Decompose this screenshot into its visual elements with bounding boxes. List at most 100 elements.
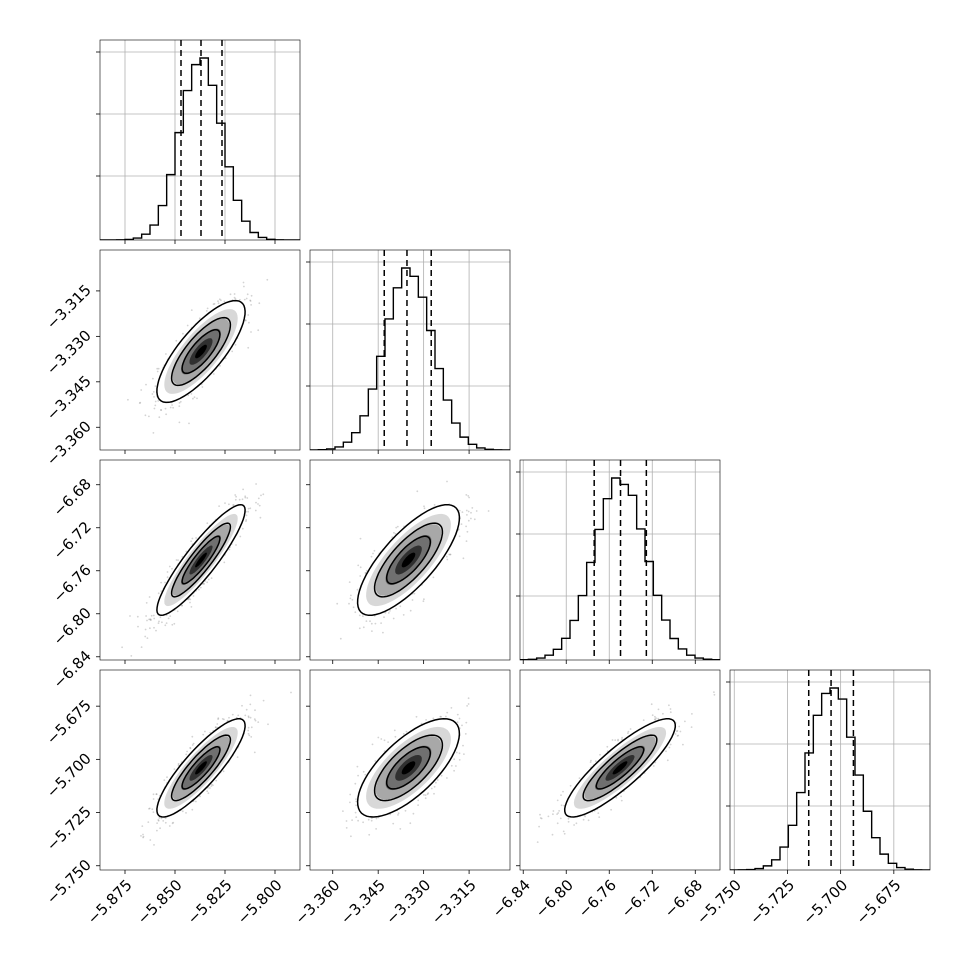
scatter-point xyxy=(426,793,429,796)
scatter-point xyxy=(213,303,216,305)
scatter-point xyxy=(168,825,171,827)
contour-line xyxy=(181,328,221,375)
scatter-point xyxy=(148,596,151,598)
scatter-point xyxy=(195,800,197,803)
scatter-point xyxy=(402,614,405,616)
scatter-point xyxy=(229,293,232,296)
panel-content xyxy=(310,250,510,450)
scatter-point xyxy=(153,407,156,410)
scatter-point xyxy=(466,530,469,533)
scatter-point xyxy=(206,522,209,525)
scatter-point xyxy=(144,628,147,631)
scatter-point xyxy=(415,715,418,718)
scatter-point xyxy=(468,496,470,499)
scatter-point xyxy=(201,386,204,388)
scatter-point xyxy=(242,281,245,284)
scatter-point xyxy=(262,493,265,496)
scatter-point xyxy=(453,758,456,761)
scatter-point xyxy=(446,558,449,561)
scatter-point xyxy=(371,743,374,746)
scatter-point xyxy=(202,582,205,585)
scatter-point xyxy=(345,827,348,829)
scatter-point xyxy=(178,405,181,407)
contour-line xyxy=(170,522,232,598)
scatter-point xyxy=(384,611,387,614)
scatter-point xyxy=(244,495,247,498)
scatter-point xyxy=(219,365,221,367)
contour-line xyxy=(170,734,232,802)
scatter-point xyxy=(190,309,193,311)
scatter-point xyxy=(171,404,174,406)
scatter-point xyxy=(187,394,190,397)
scatter-point xyxy=(465,494,468,496)
histogram-step xyxy=(310,267,510,450)
scatter-point xyxy=(191,744,194,746)
scatter-point xyxy=(449,553,452,556)
scatter-point xyxy=(371,630,373,632)
scatter-point xyxy=(352,606,355,609)
scatter-point xyxy=(164,407,167,410)
scatter-point xyxy=(191,537,194,540)
scatter-point xyxy=(666,759,669,762)
scatter-point xyxy=(380,738,383,740)
scatter-point xyxy=(148,807,151,810)
scatter-point xyxy=(393,531,395,534)
scatter-point xyxy=(237,714,240,717)
scatter-point xyxy=(691,713,693,715)
scatter-point xyxy=(181,810,184,813)
scatter-point xyxy=(209,731,212,734)
scatter-point xyxy=(157,819,160,822)
scatter-point xyxy=(203,583,205,585)
scatter-point xyxy=(158,817,161,819)
scatter-point xyxy=(171,567,173,570)
scatter-point xyxy=(151,808,154,811)
scatter-point xyxy=(172,821,175,824)
scatter-point xyxy=(234,343,237,346)
scatter-point xyxy=(374,622,377,625)
scatter-point xyxy=(235,495,238,498)
scatter-point xyxy=(350,594,352,597)
scatter-point xyxy=(244,319,247,322)
scatter-point xyxy=(358,614,361,617)
histogram-step xyxy=(100,57,300,240)
scatter-point xyxy=(236,756,239,758)
scatter-point xyxy=(162,820,165,822)
scatter-point xyxy=(355,800,358,803)
scatter-point xyxy=(679,730,682,733)
scatter-point xyxy=(627,730,630,733)
scatter-point xyxy=(432,576,435,579)
scatter-point xyxy=(165,413,168,416)
scatter-point xyxy=(423,598,425,601)
scatter-point xyxy=(140,646,143,648)
scatter-point xyxy=(178,402,181,404)
scatter-point xyxy=(144,635,147,638)
scatter-point xyxy=(392,822,395,825)
scatter-point xyxy=(430,787,433,790)
scatter-point xyxy=(142,836,145,839)
scatter-point xyxy=(152,432,155,434)
scatter-point xyxy=(245,514,248,517)
scatter-point xyxy=(424,794,427,796)
contour-line xyxy=(156,718,246,818)
scatter-point xyxy=(445,555,448,558)
panel-frame xyxy=(99,459,301,661)
scatter-point xyxy=(166,576,169,579)
scatter-point xyxy=(397,812,400,815)
scatter-panel-3-2 xyxy=(516,669,721,874)
scatter-point xyxy=(367,818,370,821)
scatter-point xyxy=(210,577,213,579)
scatter-point xyxy=(244,319,247,321)
scatter-point xyxy=(188,422,190,425)
scatter-point xyxy=(433,785,436,788)
scatter-point xyxy=(157,400,160,402)
panel-frame xyxy=(99,249,301,451)
scatter-point xyxy=(467,510,470,513)
scatter-panel-3-1 xyxy=(306,669,511,874)
scatter-point xyxy=(260,494,262,497)
scatter-point xyxy=(465,509,468,512)
scatter-point xyxy=(199,586,202,589)
scatter-point xyxy=(157,367,160,370)
scatter-point xyxy=(141,825,144,827)
scatter-point xyxy=(253,751,256,754)
